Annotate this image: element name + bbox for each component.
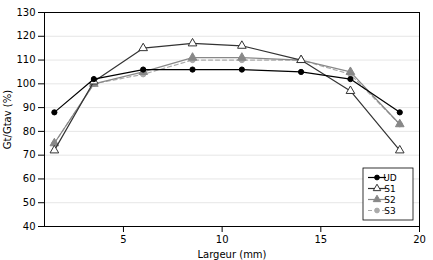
- svg-text:20: 20: [413, 234, 426, 245]
- svg-text:130: 130: [16, 7, 35, 18]
- svg-text:120: 120: [16, 30, 35, 41]
- svg-text:60: 60: [23, 173, 36, 184]
- svg-text:80: 80: [23, 126, 36, 137]
- svg-text:70: 70: [23, 149, 36, 160]
- svg-text:S3: S3: [384, 206, 395, 216]
- svg-text:Gt/Gtav (%): Gt/Gtav (%): [2, 90, 13, 149]
- svg-text:S2: S2: [384, 195, 395, 205]
- svg-text:S1: S1: [384, 184, 395, 194]
- svg-text:5: 5: [120, 234, 126, 245]
- svg-text:100: 100: [16, 78, 35, 89]
- svg-text:110: 110: [16, 54, 35, 65]
- svg-text:90: 90: [23, 102, 36, 113]
- svg-text:10: 10: [216, 234, 229, 245]
- svg-text:Largeur (mm): Largeur (mm): [197, 249, 266, 260]
- svg-text:40: 40: [23, 221, 36, 232]
- svg-text:50: 50: [23, 197, 36, 208]
- svg-text:UD: UD: [383, 173, 397, 183]
- svg-text:15: 15: [314, 234, 327, 245]
